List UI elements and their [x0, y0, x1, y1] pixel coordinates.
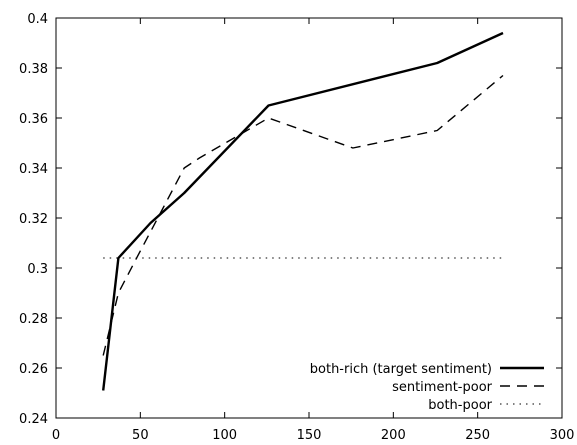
series-layer — [102, 31, 504, 391]
x-tick-label: 100 — [212, 428, 237, 443]
y-tick-label: 0.32 — [19, 212, 48, 227]
series-line-dashed — [102, 74, 504, 356]
legend-label: both-poor — [428, 398, 492, 413]
y-tick-label: 0.34 — [19, 162, 48, 177]
x-tick-label: 0 — [52, 428, 60, 443]
x-tick-label: 200 — [381, 428, 406, 443]
legend-label: both-rich (target sentiment) — [310, 362, 492, 377]
x-tick-label: 300 — [550, 428, 575, 443]
x-tick-label: 250 — [465, 428, 490, 443]
y-tick-label: 0.3 — [27, 262, 48, 277]
y-tick-label: 0.4 — [27, 12, 48, 27]
x-tick-label: 150 — [297, 428, 322, 443]
x-tick-label: 50 — [132, 428, 149, 443]
y-tick-label: 0.36 — [19, 112, 48, 127]
y-tick-label: 0.28 — [19, 312, 48, 327]
axis-ticks: 0 50 100 150 200 250 300 0.24 0.26 0.28 0.3 0.32 0.3… — [19, 12, 574, 443]
y-tick-label: 0.38 — [19, 62, 48, 77]
series-line-solid — [102, 31, 504, 391]
y-tick-label: 0.26 — [19, 362, 48, 377]
legend-label: sentiment-poor — [392, 380, 493, 395]
plot-frame — [55, 17, 563, 419]
legend: both-rich (target sentiment) sentiment-po… — [310, 362, 544, 413]
y-tick-label: 0.24 — [19, 412, 48, 427]
